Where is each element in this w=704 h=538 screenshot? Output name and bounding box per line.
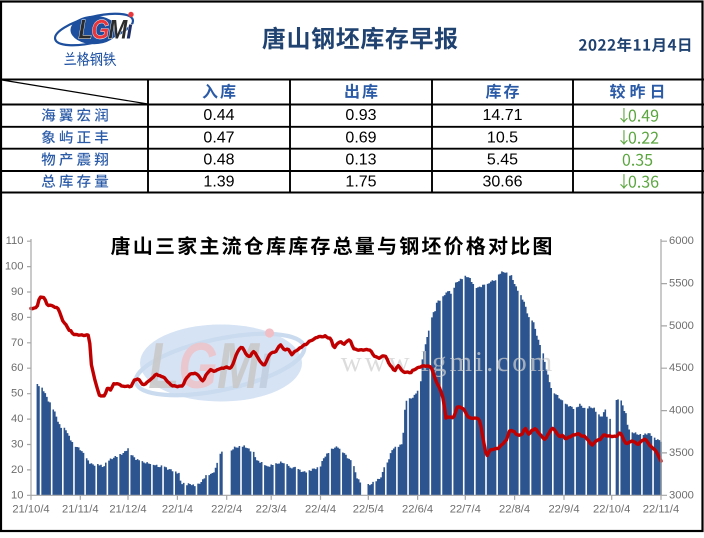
- svg-text:90: 90: [11, 286, 23, 298]
- svg-text:50: 50: [11, 388, 23, 400]
- svg-text:6000: 6000: [669, 235, 694, 247]
- svg-text:0.44: 0.44: [203, 107, 234, 124]
- svg-text:22/1/4: 22/1/4: [162, 503, 193, 515]
- svg-text:LGMı: LGMı: [148, 330, 272, 402]
- svg-text:22/4/4: 22/4/4: [305, 503, 336, 515]
- svg-text:22/9/4: 22/9/4: [548, 503, 579, 515]
- svg-text:100: 100: [5, 261, 24, 273]
- svg-text:4000: 4000: [669, 405, 694, 417]
- svg-text:21/10/4: 21/10/4: [12, 503, 49, 515]
- svg-text:0.13: 0.13: [345, 151, 376, 168]
- svg-text:22/10/4: 22/10/4: [593, 503, 630, 515]
- svg-text:22/7/4: 22/7/4: [450, 503, 481, 515]
- svg-text:0.93: 0.93: [345, 107, 376, 124]
- svg-text:110: 110: [6, 235, 24, 247]
- svg-text:60: 60: [11, 362, 23, 374]
- svg-text:0.48: 0.48: [203, 151, 234, 168]
- svg-text:0.69: 0.69: [345, 129, 376, 146]
- svg-text:80: 80: [11, 311, 23, 323]
- svg-text:1.39: 1.39: [203, 173, 234, 190]
- svg-text:22/2/4: 22/2/4: [211, 503, 242, 515]
- svg-text:5500: 5500: [669, 278, 694, 290]
- svg-text:1.75: 1.75: [345, 173, 376, 190]
- svg-text:LGMı: LGMı: [79, 15, 133, 45]
- svg-text:30.66: 30.66: [482, 173, 522, 190]
- svg-text:21/12/4: 21/12/4: [109, 503, 146, 515]
- svg-text:21/11/4: 21/11/4: [62, 503, 99, 515]
- svg-text:10.5: 10.5: [487, 129, 518, 146]
- svg-text:22/6/4: 22/6/4: [402, 503, 433, 515]
- svg-text:14.71: 14.71: [482, 107, 522, 124]
- svg-text:5000: 5000: [669, 320, 694, 332]
- svg-text:40: 40: [11, 413, 23, 425]
- svg-text:22/11/4: 22/11/4: [643, 503, 680, 515]
- svg-text:70: 70: [11, 337, 23, 349]
- svg-text:0.47: 0.47: [203, 129, 234, 146]
- svg-text:20: 20: [11, 464, 23, 476]
- svg-text:10: 10: [11, 489, 23, 501]
- svg-text:www.lgmi.com: www.lgmi.com: [341, 346, 556, 378]
- svg-text:4500: 4500: [669, 362, 694, 374]
- svg-text:22/8/4: 22/8/4: [499, 503, 530, 515]
- svg-text:22/3/4: 22/3/4: [256, 503, 287, 515]
- svg-text:3500: 3500: [669, 447, 694, 459]
- svg-text:5.45: 5.45: [487, 151, 518, 168]
- svg-text:3000: 3000: [669, 489, 694, 501]
- svg-text:30: 30: [11, 439, 23, 451]
- svg-text:22/5/4: 22/5/4: [353, 503, 384, 515]
